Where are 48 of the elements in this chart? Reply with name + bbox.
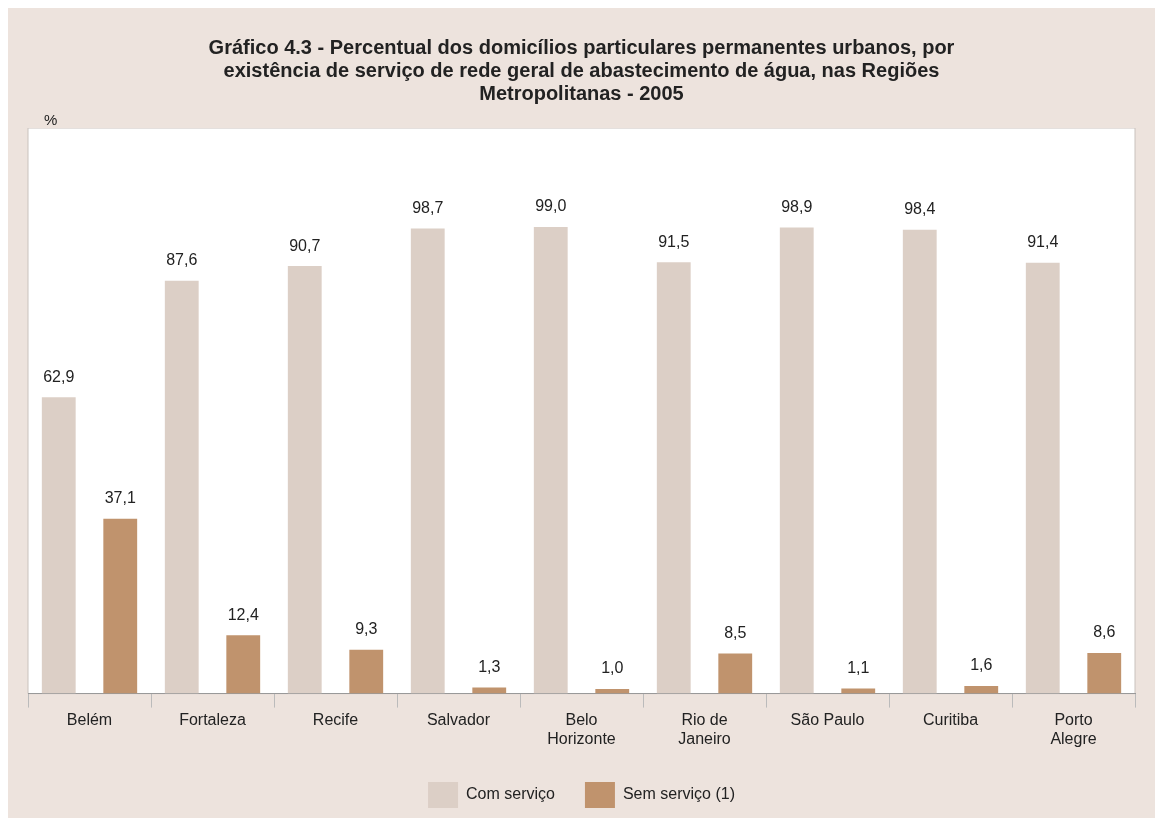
bar	[718, 653, 753, 694]
data-label: 1,0	[601, 659, 624, 677]
data-label: 8,5	[724, 623, 747, 641]
data-label: 87,6	[166, 251, 198, 269]
x-tick-label: Porto Alegre	[1050, 710, 1097, 747]
bar	[1087, 653, 1122, 694]
x-tick-label: São Paulo	[790, 710, 865, 728]
data-label: 99,0	[535, 197, 567, 215]
x-tick-label: Belo Horizonte	[547, 710, 616, 747]
data-label: 98,9	[781, 197, 813, 215]
data-label: 90,7	[289, 236, 321, 254]
data-label: 62,9	[43, 367, 75, 385]
bar	[964, 686, 999, 694]
data-label: 1,3	[478, 657, 501, 675]
chart-title: Gráfico 4.3 - Percentual dos domicílios particulares permanentes urbanos, por existência de serviço de rede geral de abastecimento de água, nas Regiões Metropolitanas - 2005	[207, 36, 956, 105]
bar	[656, 262, 691, 694]
data-label: 91,5	[658, 232, 690, 250]
legend-label: Sem serviço (1)	[622, 785, 735, 803]
bar	[41, 397, 76, 694]
bar	[779, 227, 814, 694]
bar	[410, 228, 445, 694]
bar	[533, 226, 568, 694]
bar	[472, 687, 507, 694]
data-label: 1,6	[970, 656, 993, 674]
bar	[1025, 262, 1060, 694]
bar	[841, 688, 876, 694]
bar	[902, 229, 937, 694]
x-tick-label: Recife	[312, 710, 359, 728]
x-tick-label: Curitiba	[922, 710, 979, 728]
x-tick-label: Belém	[66, 710, 113, 728]
data-label: 37,1	[104, 489, 136, 507]
data-label: 91,4	[1027, 233, 1059, 251]
bar	[349, 649, 384, 694]
data-label: 98,4	[904, 200, 936, 218]
bar	[226, 635, 261, 694]
legend-label: Com serviço	[466, 785, 556, 803]
data-label: 12,4	[227, 605, 259, 623]
x-tick-label: Rio de Janeiro	[678, 710, 731, 747]
text: %	[44, 111, 59, 128]
bar	[287, 266, 322, 694]
x-tick-label: Fortaleza	[179, 710, 246, 728]
data-label: 8,6	[1093, 623, 1116, 641]
data-label: 1,1	[847, 658, 870, 676]
x-tick-label: Salvador	[426, 710, 491, 728]
data-label: 98,7	[412, 198, 444, 216]
bar	[164, 280, 199, 694]
data-label: 9,3	[355, 620, 378, 638]
bar	[103, 518, 138, 694]
